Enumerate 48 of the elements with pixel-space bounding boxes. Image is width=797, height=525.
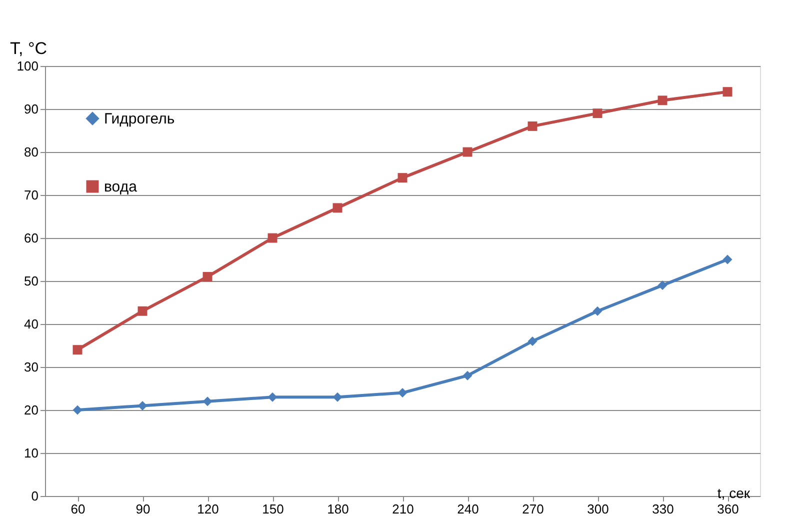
point (72, 345, 82, 355)
y-tick-label: 40 (24, 316, 38, 332)
legend-label: Гидрогель (104, 110, 175, 128)
y-tick-label: 30 (24, 360, 38, 374)
point (528, 121, 538, 131)
point (592, 108, 602, 118)
x-tick-label: 180 (327, 502, 349, 516)
point (138, 306, 148, 316)
legend-label: вода (104, 178, 138, 196)
x-tick-label: 330 (652, 502, 674, 516)
point (138, 400, 148, 410)
point (722, 254, 732, 264)
x-tick-label: 120 (197, 502, 219, 516)
y-axis-title: T, °C (10, 39, 48, 58)
y-tick-label: 80 (24, 144, 38, 160)
point (462, 147, 472, 157)
y-tick-label: 70 (24, 188, 38, 202)
y-tick-label: 100 (16, 58, 38, 74)
y-tick-label: 0 (31, 488, 38, 504)
point (658, 280, 668, 290)
x-tick-label: 150 (262, 502, 284, 516)
point (398, 173, 408, 183)
point (592, 306, 602, 316)
point (202, 272, 212, 282)
point (528, 336, 538, 346)
point (722, 87, 732, 97)
point (332, 203, 342, 213)
x-tick-label: 60 (70, 502, 86, 516)
point (72, 405, 82, 415)
y-tick-label: 10 (24, 446, 38, 460)
x-tick-label: 300 (587, 502, 609, 516)
y-tick-label: 60 (24, 230, 38, 246)
point (268, 392, 278, 402)
x-tick-label: 240 (457, 502, 479, 516)
point (462, 370, 472, 380)
x-tick-label: 360 (717, 502, 739, 516)
x-axis-title: t, сек (717, 485, 751, 501)
point (202, 396, 212, 406)
point (658, 96, 668, 106)
x-tick-label: 270 (522, 502, 544, 516)
point (268, 233, 278, 243)
y-tick-label: 50 (24, 274, 38, 288)
x-tick-label: 90 (136, 502, 150, 516)
x-tick-label: 210 (392, 502, 414, 516)
point (398, 388, 408, 398)
y-tick-label: 90 (24, 102, 38, 116)
y-tick-label: 20 (24, 402, 38, 418)
point (332, 392, 342, 402)
